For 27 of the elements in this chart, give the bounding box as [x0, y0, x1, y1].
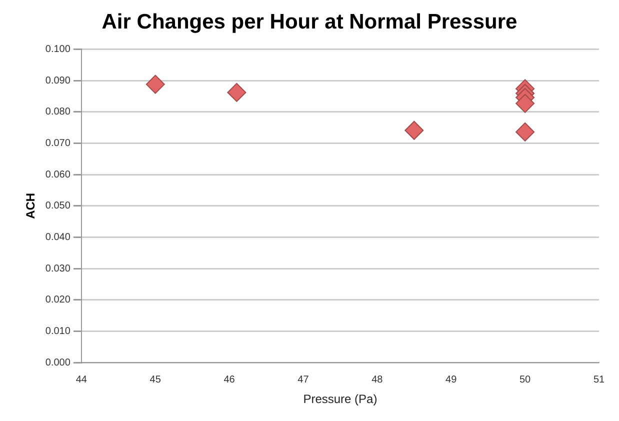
x-tick-label: 51 [593, 374, 605, 386]
x-tick-label: 49 [446, 374, 458, 386]
point [516, 94, 535, 113]
chart-title: Air Changes per Hour at Normal Pressure [102, 10, 518, 34]
y-tick-label: 0.040 [45, 232, 71, 243]
y-axis-title: ACH [24, 192, 38, 219]
x-tick-label: 45 [150, 374, 162, 386]
y-tick-label: 0.100 [45, 44, 71, 55]
y-tick-label: 0.090 [45, 75, 71, 86]
y-tick-label: 0.080 [45, 106, 71, 118]
point [227, 82, 246, 102]
y-tick-label: 0.000 [45, 357, 71, 368]
x-tick-label: 47 [298, 374, 310, 386]
y-tick-label: 0.010 [45, 326, 71, 338]
x-tick-label: 50 [520, 374, 532, 386]
x-tick-label: 48 [372, 374, 384, 386]
y-tick-label: 0.020 [45, 294, 71, 306]
point [146, 74, 165, 94]
y-tick-label: 0.060 [45, 169, 71, 180]
y-tick-label: 0.050 [45, 200, 71, 212]
y-tick-label: 0.030 [45, 263, 71, 274]
point [404, 120, 424, 140]
x-tick-label: 46 [224, 374, 236, 386]
y-tick-label: 0.070 [45, 138, 71, 149]
x-axis-title: Pressure (Pa) [303, 392, 378, 406]
point [516, 122, 535, 142]
x-tick-label: 44 [76, 374, 88, 386]
